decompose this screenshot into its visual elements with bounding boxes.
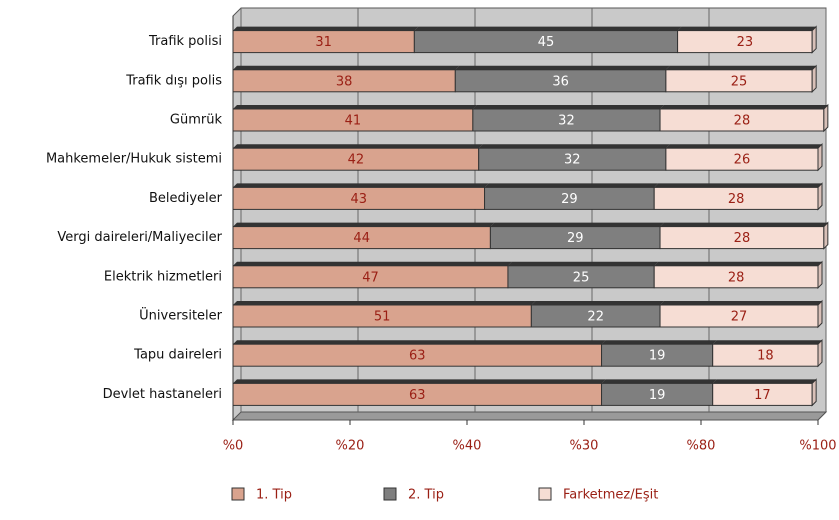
x-tick-label: %20 xyxy=(336,439,365,454)
bar-label: 42 xyxy=(348,153,365,168)
bar-top xyxy=(654,261,822,266)
bar-label: 19 xyxy=(649,349,666,364)
bar-top xyxy=(601,379,717,384)
bar-label: 32 xyxy=(564,153,581,168)
legend-swatch xyxy=(383,487,397,501)
y-tick-label: Tapu daireleri xyxy=(133,348,222,363)
y-tick-label: Belediyeler xyxy=(149,191,223,206)
bar-top xyxy=(472,105,665,109)
bar-label: 28 xyxy=(734,231,751,246)
bar-label: 45 xyxy=(538,35,555,50)
bar-label: 38 xyxy=(336,74,353,89)
y-tick-label: Üniversiteler xyxy=(139,307,222,324)
x-tick-label: %100 xyxy=(799,439,836,454)
bar-top xyxy=(233,301,536,305)
bar-label: 28 xyxy=(734,114,751,129)
plot-floor xyxy=(231,411,828,421)
bar-top xyxy=(478,144,670,149)
bar-label: 32 xyxy=(558,114,575,129)
bar-side xyxy=(823,103,829,133)
bar-label: 31 xyxy=(315,35,332,50)
x-tick-label: %40 xyxy=(453,439,482,454)
y-tick-label: Vergi daireleri/Maliyeciler xyxy=(57,230,222,245)
bar-top xyxy=(665,144,822,149)
bar-top xyxy=(712,379,817,384)
legend-swatch xyxy=(538,487,552,501)
bar-top xyxy=(233,340,606,345)
bar-side xyxy=(817,142,823,172)
bar-label: 51 xyxy=(374,310,391,325)
bar-top xyxy=(660,222,828,227)
bar-top xyxy=(484,183,659,188)
bar-top xyxy=(233,65,460,70)
x-tick-label: %30 xyxy=(570,439,599,454)
legend-swatch xyxy=(231,487,245,501)
bar-side xyxy=(811,25,817,54)
bar-label: 36 xyxy=(552,74,569,89)
bar-top xyxy=(233,379,606,384)
bar-top xyxy=(414,26,682,31)
bar-top xyxy=(233,222,495,227)
bar-label: 17 xyxy=(754,388,771,403)
bar-top xyxy=(665,65,817,70)
bar-label: 28 xyxy=(728,270,745,285)
y-tick-label: Mahkemeler/Hukuk sistemi xyxy=(46,152,222,167)
bar-label: 25 xyxy=(573,270,590,285)
bar-label: 25 xyxy=(731,74,748,89)
bar-side xyxy=(817,260,823,290)
bar-top xyxy=(455,65,670,70)
legend-label: 1. Tip xyxy=(256,488,292,503)
bar-side xyxy=(811,378,817,407)
bar-label: 19 xyxy=(649,388,666,403)
bar-side xyxy=(817,299,823,329)
bar-top xyxy=(233,105,477,109)
bar-top xyxy=(660,301,822,305)
y-tick-label: Gümrük xyxy=(170,113,223,128)
y-tick-label: Elektrik hizmetleri xyxy=(104,269,222,284)
bar-top xyxy=(712,340,822,345)
y-tick-label: Trafik polisi xyxy=(148,34,222,49)
legend-label: Farketmez/Eşit xyxy=(563,488,658,503)
bar-top xyxy=(233,183,489,188)
bar-label: 63 xyxy=(409,349,426,364)
bar-label: 29 xyxy=(567,231,584,246)
legend-label: 2. Tip xyxy=(408,488,444,503)
bar-top xyxy=(531,301,665,305)
x-tick-label: %0 xyxy=(223,439,244,454)
bar-top xyxy=(233,26,419,31)
bar-side xyxy=(817,182,823,211)
bar-label: 18 xyxy=(757,349,774,364)
bar-top xyxy=(654,183,822,188)
bar-side xyxy=(823,221,829,250)
y-tick-label: Devlet hastaneleri xyxy=(103,387,222,402)
bar-label: 27 xyxy=(731,310,748,325)
bar-side xyxy=(817,338,823,368)
bar-label: 43 xyxy=(351,192,368,207)
bar-label: 29 xyxy=(561,192,578,207)
bar-label: 22 xyxy=(587,310,604,325)
bar-top xyxy=(601,340,717,345)
bar-top xyxy=(233,261,512,266)
bar-label: 28 xyxy=(728,192,745,207)
bar-label: 41 xyxy=(345,114,362,129)
y-tick-label: Trafik dışı polis xyxy=(125,73,222,88)
x-tick-label: %80 xyxy=(687,439,716,454)
bar-top xyxy=(233,144,483,149)
bar-top xyxy=(507,261,659,266)
bar-label: 44 xyxy=(353,231,370,246)
bar-top xyxy=(677,26,817,31)
bar-label: 26 xyxy=(734,153,751,168)
bar-label: 23 xyxy=(737,35,754,50)
bar-top xyxy=(490,222,665,227)
bar-top xyxy=(660,105,828,109)
bar-label: 47 xyxy=(362,270,379,285)
bar-label: 63 xyxy=(409,388,426,403)
bar-side xyxy=(811,64,817,94)
